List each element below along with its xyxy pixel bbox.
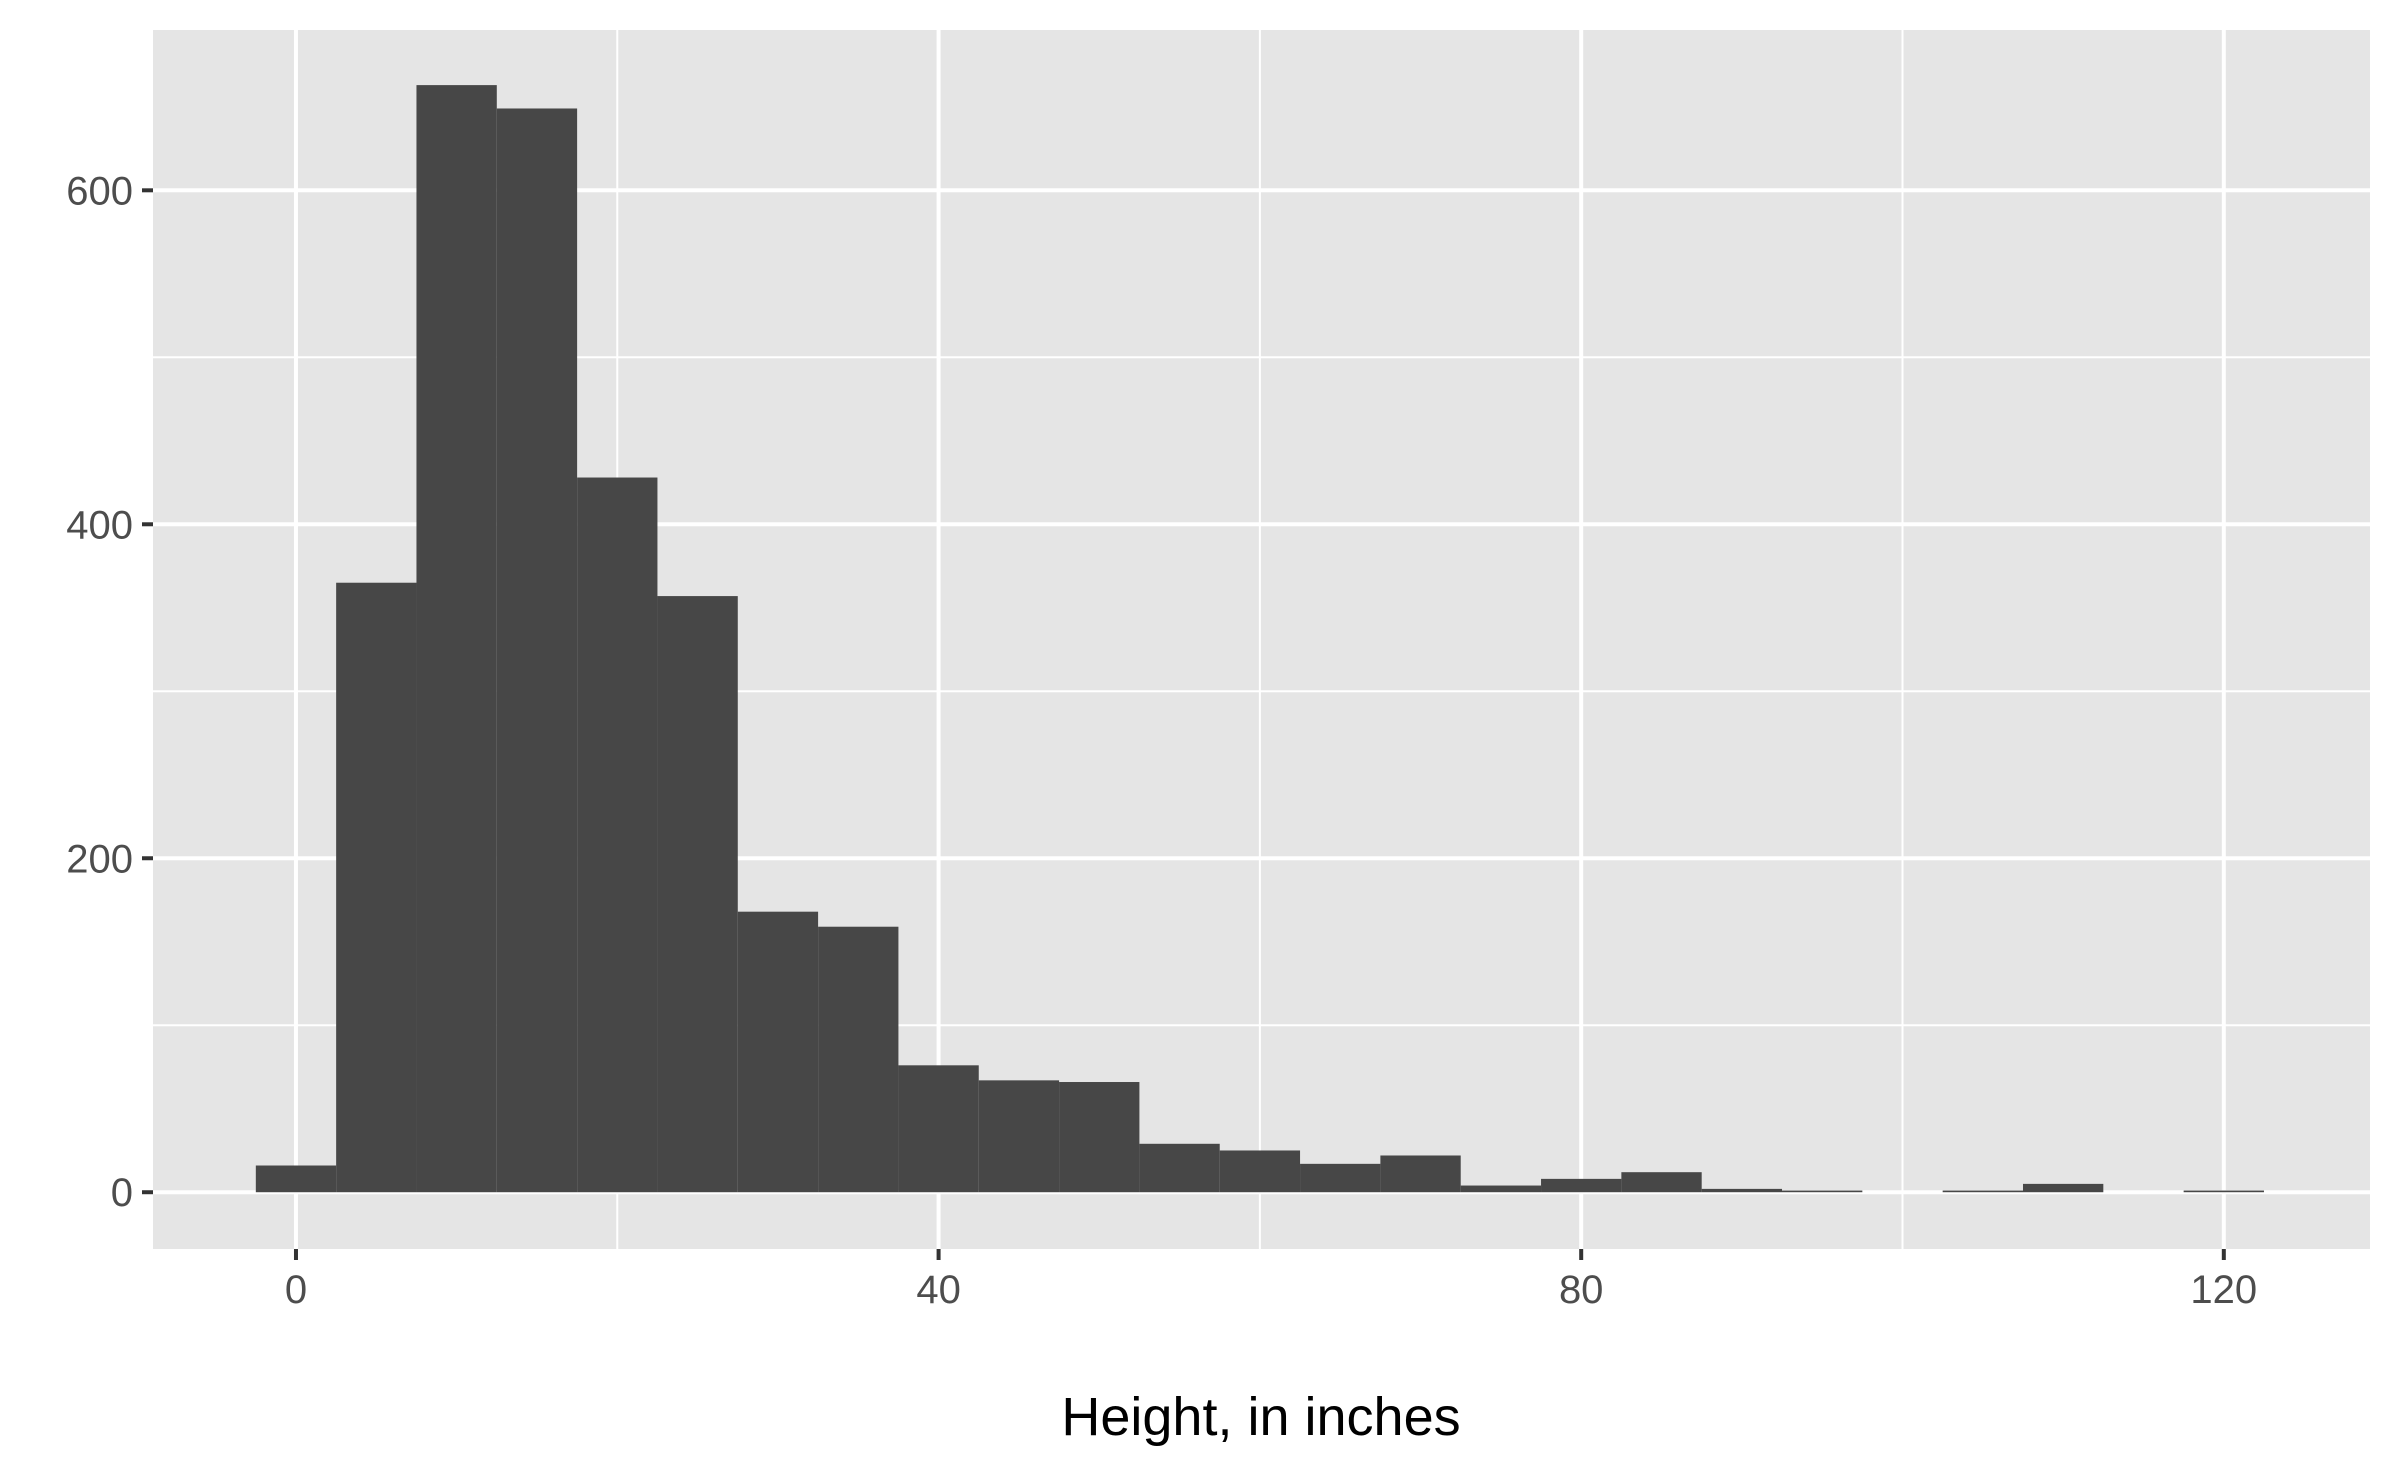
histogram-bar [657, 596, 738, 1193]
histogram-bar [1139, 1143, 1220, 1193]
y-tick-label: 600 [66, 169, 133, 213]
histogram-bar [1460, 1185, 1542, 1193]
histogram-bar [1059, 1082, 1140, 1193]
histogram-bar [1942, 1190, 2023, 1193]
x-axis-title: Height, in inches [1061, 1387, 1460, 1447]
histogram-bar [1300, 1163, 1381, 1193]
x-tick-label: 0 [285, 1268, 307, 1312]
y-axis: 0 200 400 600 [66, 169, 153, 1215]
histogram-bar [1701, 1188, 1783, 1193]
histogram-bar [416, 85, 497, 1193]
y-tick-label: 0 [111, 1171, 133, 1215]
y-tick-label: 200 [66, 837, 133, 881]
histogram-bar [2183, 1190, 2264, 1193]
histogram-bar [1380, 1155, 1461, 1193]
histogram-bar [1621, 1172, 1702, 1193]
histogram-bar [898, 1065, 979, 1193]
x-tick-label: 120 [2190, 1268, 2257, 1312]
histogram-bar [978, 1080, 1060, 1193]
x-tick-label: 80 [1559, 1268, 1604, 1312]
histogram-bar [1219, 1150, 1301, 1193]
histogram-bar [577, 477, 658, 1193]
histogram-bars [255, 85, 2264, 1193]
histogram-bar [496, 108, 578, 1193]
x-axis: 0 40 80 120 [285, 1249, 2257, 1312]
y-tick-label: 400 [66, 503, 133, 547]
histogram-bar [818, 926, 899, 1193]
x-tick-label: 40 [916, 1268, 961, 1312]
histogram-bar [1782, 1190, 1863, 1193]
histogram-bar [1541, 1178, 1622, 1193]
histogram-bar [336, 582, 417, 1193]
histogram-bar [255, 1165, 337, 1193]
histogram-bar [2022, 1183, 2104, 1193]
histogram-bar [737, 911, 819, 1193]
